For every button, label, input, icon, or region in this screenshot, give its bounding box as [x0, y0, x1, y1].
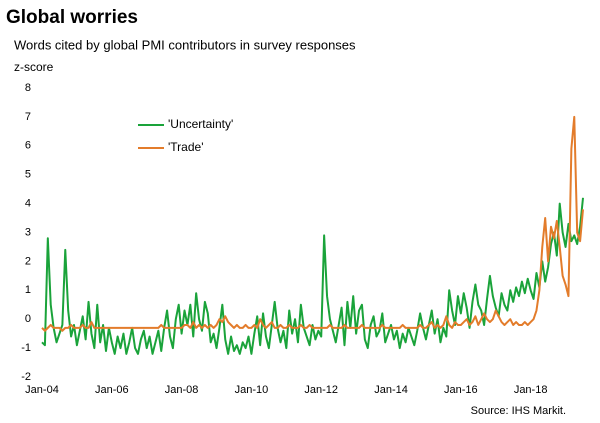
x-tick-label: Jan-18: [514, 384, 548, 396]
y-tick-label: 0: [25, 313, 31, 325]
legend-label: 'Uncertainty': [168, 117, 233, 131]
y-tick-label: -1: [21, 342, 31, 354]
source: Source: IHS Markit.: [471, 405, 566, 417]
y-tick-label: 7: [25, 111, 31, 123]
chart-subtitle: Words cited by global PMI contributors i…: [14, 37, 356, 52]
y-tick-label: 4: [25, 198, 31, 210]
legend-label: 'Trade': [168, 140, 203, 154]
y-tick-label: 5: [25, 169, 31, 181]
series-line: [41, 197, 584, 355]
y-axis-label: z-score: [14, 60, 54, 74]
x-tick-label: Jan-08: [165, 384, 199, 396]
y-tick-label: 1: [25, 284, 31, 296]
y-tick-label: 3: [25, 226, 31, 238]
y-tick-label: 2: [25, 255, 31, 267]
series-line: [41, 115, 584, 332]
y-tick-label: -2: [21, 371, 31, 383]
x-tick-label: Jan-14: [374, 384, 408, 396]
x-tick-label: Jan-10: [235, 384, 269, 396]
y-tick-label: 8: [25, 82, 31, 94]
x-tick-label: Jan-16: [444, 384, 478, 396]
y-tick-label: 6: [25, 140, 31, 152]
x-tick-label: Jan-06: [95, 384, 129, 396]
x-tick-label: Jan-12: [304, 384, 338, 396]
chart-title: Global worries: [6, 7, 138, 28]
x-tick-label: Jan-04: [25, 384, 59, 396]
